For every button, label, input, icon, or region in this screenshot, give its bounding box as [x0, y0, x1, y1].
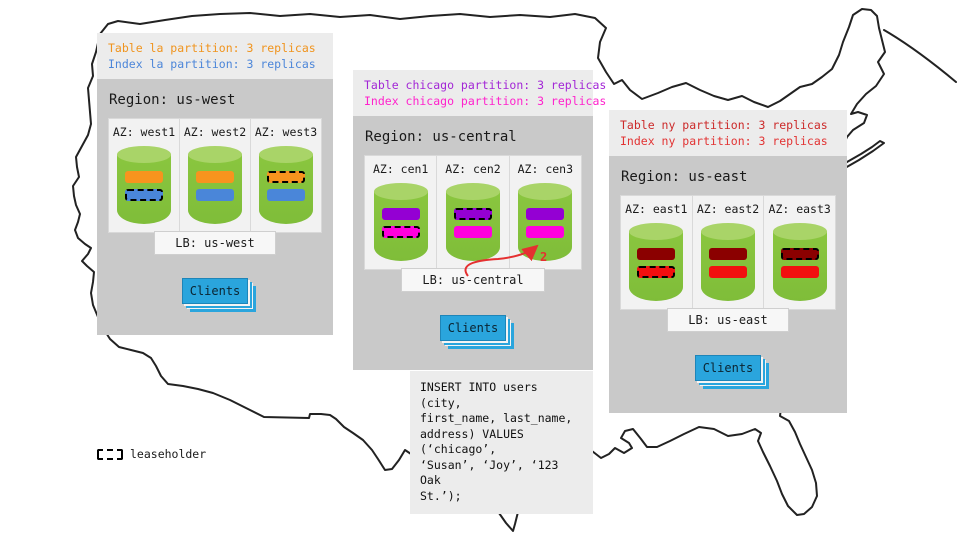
cylinder-top [445, 183, 500, 200]
sql-insert-note: INSERT INTO users (city, first_name, las… [410, 371, 593, 514]
az-box-west2: AZ: west2 [179, 118, 251, 233]
az-label: AZ: west2 [183, 125, 247, 139]
database-cylinder [701, 223, 755, 301]
table-replica-bar [637, 248, 676, 260]
az-label: AZ: west3 [254, 125, 318, 139]
database-cylinder [117, 146, 171, 224]
northeast-coast-stroke [883, 29, 957, 83]
region-title: Region: us-central [365, 129, 517, 145]
table-replica-bar [709, 248, 747, 260]
partition-annotation: Table ny partition: 3 replicas Index ny … [609, 110, 847, 156]
cylinder-top [373, 183, 428, 200]
table-partition-note: Table ny partition: 3 replicas [620, 118, 828, 132]
cylinder-top [518, 183, 573, 200]
az-row: AZ: cen1 AZ: cen2 AZ: cen3 [364, 155, 582, 270]
index-replica-bar [196, 189, 234, 201]
az-box-west1: AZ: west1 [108, 118, 180, 233]
az-label: AZ: east3 [768, 202, 831, 216]
database-cylinder [188, 146, 242, 224]
index-replica-bar [453, 226, 492, 238]
table-replica-leaseholder-bar [780, 248, 819, 260]
index-partition-note: Index chicago partition: 3 replicas [364, 94, 607, 108]
az-box-cen1: AZ: cen1 [364, 155, 438, 270]
arrow-step-number: 2 [540, 250, 548, 264]
az-row: AZ: west1 AZ: west2 AZ: west3 [108, 118, 322, 233]
sql-line: address) VALUES (‘chicago’, [420, 426, 524, 457]
clients-button-us-east[interactable]: Clients [695, 355, 761, 381]
index-partition-note: Index ny partition: 3 replicas [620, 134, 828, 148]
leaseholder-swatch-icon [97, 448, 123, 460]
table-replica-leaseholder-bar [267, 171, 305, 183]
index-replica-leaseholder-bar [381, 226, 420, 238]
index-replica-leaseholder-bar [125, 189, 163, 201]
database-cylinder [259, 146, 313, 224]
leaseholder-legend: leaseholder [97, 447, 206, 461]
partition-annotation: Table la partition: 3 replicas Index la … [97, 33, 333, 79]
index-replica-leaseholder-bar [637, 266, 676, 278]
cylinder-top [188, 146, 242, 163]
table-replica-bar [196, 171, 234, 183]
table-partition-note: Table chicago partition: 3 replicas [364, 78, 607, 92]
sql-line: St.’); [420, 488, 462, 503]
leaseholder-legend-label: leaseholder [130, 447, 207, 461]
database-cylinder [445, 183, 500, 261]
region-title: Region: us-west [109, 92, 236, 108]
cylinder-top [772, 223, 827, 240]
index-replica-bar [780, 266, 819, 278]
sql-line: first_name, last_name, [420, 411, 573, 425]
az-row: AZ: east1 AZ: east2 AZ: east3 [620, 195, 837, 310]
az-box-cen2: AZ: cen2 [436, 155, 510, 270]
sql-line: INSERT INTO users (city, [420, 380, 538, 410]
load-balancer-us-west: LB: us-west [154, 231, 276, 255]
database-cylinder [629, 223, 684, 301]
index-replica-bar [709, 266, 747, 278]
database-cylinder [373, 183, 428, 261]
region-panel-us-east: Table ny partition: 3 replicas Index ny … [609, 110, 847, 413]
clients-button-us-central[interactable]: Clients [440, 315, 506, 341]
cylinder-top [259, 146, 313, 163]
az-box-east1: AZ: east1 [620, 195, 693, 310]
az-label: AZ: cen2 [445, 162, 501, 176]
az-label: AZ: east2 [696, 202, 760, 216]
cylinder-top [629, 223, 684, 240]
index-partition-note: Index la partition: 3 replicas [108, 57, 316, 71]
az-box-east3: AZ: east3 [763, 195, 837, 310]
region-panel-us-central: Table chicago partition: 3 replicas Inde… [353, 70, 607, 370]
cylinder-top [701, 223, 755, 240]
partition-annotation: Table chicago partition: 3 replicas Inde… [353, 70, 607, 116]
table-replica-bar [381, 208, 420, 220]
region-panel-us-west: Table la partition: 3 replicas Index la … [97, 33, 333, 335]
cylinder-top [117, 146, 171, 163]
database-cylinder [772, 223, 827, 301]
az-label: AZ: cen1 [372, 162, 429, 176]
region-title: Region: us-east [621, 169, 748, 185]
az-box-west3: AZ: west3 [250, 118, 322, 233]
table-replica-bar [125, 171, 163, 183]
index-replica-bar [267, 189, 305, 201]
load-balancer-us-east: LB: us-east [667, 308, 789, 332]
az-label: AZ: east1 [625, 202, 688, 216]
load-balancer-us-central: LB: us-central [401, 268, 545, 292]
az-label: AZ: west1 [112, 125, 176, 139]
table-replica-leaseholder-bar [453, 208, 492, 220]
az-label: AZ: cen3 [517, 162, 574, 176]
index-replica-bar [526, 226, 565, 238]
az-box-east2: AZ: east2 [691, 195, 765, 310]
clients-button-us-west[interactable]: Clients [182, 278, 248, 304]
table-partition-note: Table la partition: 3 replicas [108, 41, 316, 55]
sql-line: ‘Susan’, ‘Joy’, ‘123 Oak [420, 457, 559, 488]
table-replica-bar [526, 208, 565, 220]
